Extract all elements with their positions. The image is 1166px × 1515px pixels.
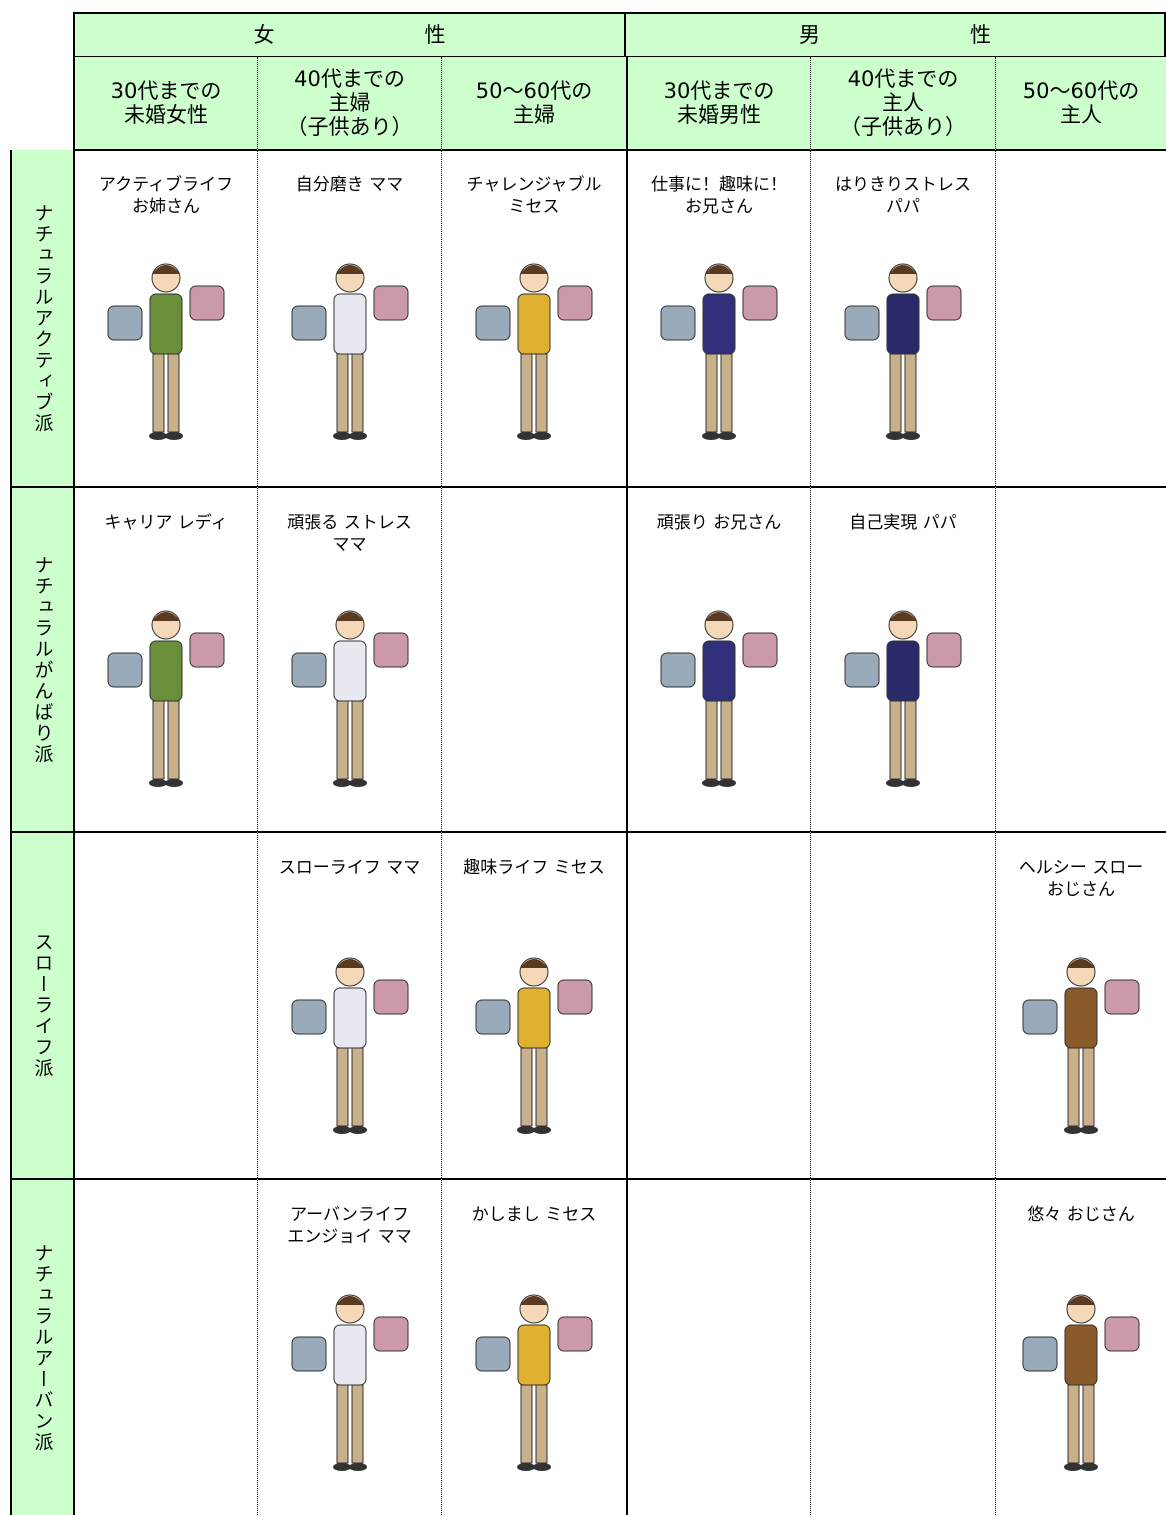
persona-illustration xyxy=(291,957,408,1134)
persona-cell xyxy=(626,1178,810,1515)
persona-cell: 悠々 おじさん xyxy=(995,1178,1166,1515)
gender-header: 女性 xyxy=(73,12,626,58)
row-header: ナチュラル アクティブ派 xyxy=(10,150,74,486)
text-line: 趣味ライフ ミセス xyxy=(463,858,605,878)
text-line: キャリア レディ xyxy=(104,513,228,533)
row-header: スローライフ派 xyxy=(10,831,74,1178)
text-line: お姉さん xyxy=(132,197,200,217)
text-line: 未婚女性 xyxy=(124,103,208,127)
text-line: おじさん xyxy=(1047,880,1115,900)
column-header: 40代までの 主人 （子供あり） xyxy=(810,57,995,151)
text-line: がんばり派 xyxy=(31,659,54,765)
persona-cell xyxy=(995,486,1166,831)
text-line: 自己実現 パパ xyxy=(849,513,957,533)
persona-illustration xyxy=(660,263,778,440)
text-line: 頑張り お兄さん xyxy=(656,513,782,533)
persona-illustration xyxy=(475,957,593,1134)
persona-cell xyxy=(810,1178,995,1515)
text-line: お兄さん xyxy=(685,197,753,217)
text-line: 主人 xyxy=(882,91,924,115)
text-line: アーバン派 xyxy=(31,1347,54,1453)
text-line: はりきりストレス xyxy=(835,175,971,195)
persona-cell: チャレンジャブル ミセス xyxy=(441,150,626,486)
text-line: ナチュラル xyxy=(31,554,54,660)
text-line: かしまし ミセス xyxy=(471,1205,597,1225)
persona-illustration xyxy=(291,1294,408,1471)
text-line: 悠々 おじさん xyxy=(1027,1205,1135,1225)
text-line: パパ xyxy=(886,197,920,217)
persona-cell: はりきりストレス パパ xyxy=(810,150,995,486)
text-line: スローライフ ママ xyxy=(278,858,421,878)
persona-cell: 仕事に！趣味に！ お兄さん xyxy=(626,150,810,486)
text-line: チャレンジャブル xyxy=(466,175,602,195)
row-header: ナチュラル がんばり派 xyxy=(10,486,74,831)
text-line: スローライフ派 xyxy=(31,932,54,1079)
column-header: 30代までの 未婚男性 xyxy=(626,57,810,151)
text-line: ママ xyxy=(332,535,367,555)
text-line: （子供あり） xyxy=(840,115,966,139)
persona-cell: 頑張る ストレス ママ xyxy=(257,486,441,831)
persona-cell xyxy=(626,831,810,1178)
text-line: 未婚男性 xyxy=(677,103,761,127)
gender-header: 男性 xyxy=(626,12,1166,58)
text-line: 40代までの xyxy=(847,67,959,91)
persona-illustration xyxy=(475,263,593,440)
persona-illustration xyxy=(475,1294,593,1471)
text-line: ミセス xyxy=(508,197,560,217)
text-line: 30代までの xyxy=(663,79,775,103)
text-line: ナチュラル xyxy=(31,1242,54,1348)
persona-cell: 趣味ライフ ミセス xyxy=(441,831,626,1178)
text-line: アクティブ派 xyxy=(31,307,54,434)
text-line: 主婦 xyxy=(328,91,371,115)
persona-cell: アクティブライフ お姉さん xyxy=(73,150,257,486)
column-header: 50～60代の 主人 xyxy=(995,57,1166,151)
persona-cell: 頑張り お兄さん xyxy=(626,486,810,831)
text-line: 50～60代の xyxy=(475,79,593,103)
column-header: 50～60代の 主婦 xyxy=(441,57,626,151)
persona-illustration xyxy=(291,610,408,787)
persona-illustration xyxy=(107,263,225,440)
text-line: ヘルシー スロー xyxy=(1018,858,1144,878)
persona-cell: アーバンライフ エンジョイ ママ xyxy=(257,1178,441,1515)
persona-cell: 自分磨き ママ xyxy=(257,150,441,486)
persona-illustration xyxy=(1022,957,1140,1134)
text-line: 50～60代の xyxy=(1022,79,1140,103)
text-line: 主婦 xyxy=(513,103,555,127)
text-line: アーバンライフ xyxy=(290,1205,409,1225)
column-header: 30代までの 未婚女性 xyxy=(73,57,257,151)
column-header: 40代までの 主婦 （子供あり） xyxy=(257,57,441,151)
persona-cell xyxy=(441,486,626,831)
text-line: 自分磨き ママ xyxy=(295,175,404,195)
text-line: 30代までの xyxy=(110,79,222,103)
persona-cell: かしまし ミセス xyxy=(441,1178,626,1515)
persona-illustration xyxy=(291,263,408,440)
text-line: （子供あり） xyxy=(286,115,413,139)
persona-cell xyxy=(73,831,257,1178)
persona-cell xyxy=(810,831,995,1178)
persona-illustration xyxy=(844,610,962,787)
persona-illustration xyxy=(844,263,962,440)
text-line: 頑張る ストレス xyxy=(287,513,412,533)
text-line: 仕事に！趣味に！ xyxy=(651,175,787,195)
persona-cell xyxy=(995,150,1166,486)
persona-cell: 自己実現 パパ xyxy=(810,486,995,831)
text-line: ナチュラル xyxy=(31,202,54,308)
persona-illustration xyxy=(1022,1294,1140,1471)
persona-cell: キャリア レディ xyxy=(73,486,257,831)
row-header: ナチュラル アーバン派 xyxy=(10,1178,74,1515)
text-line: エンジョイ ママ xyxy=(287,1227,412,1247)
persona-cell: ヘルシー スロー おじさん xyxy=(995,831,1166,1178)
text-line: アクティブライフ xyxy=(98,175,234,195)
persona-illustration xyxy=(660,610,778,787)
persona-cell xyxy=(73,1178,257,1515)
persona-cell: スローライフ ママ xyxy=(257,831,441,1178)
text-line: 主人 xyxy=(1060,103,1102,127)
text-line: 40代までの xyxy=(294,67,405,91)
persona-illustration xyxy=(107,610,225,787)
